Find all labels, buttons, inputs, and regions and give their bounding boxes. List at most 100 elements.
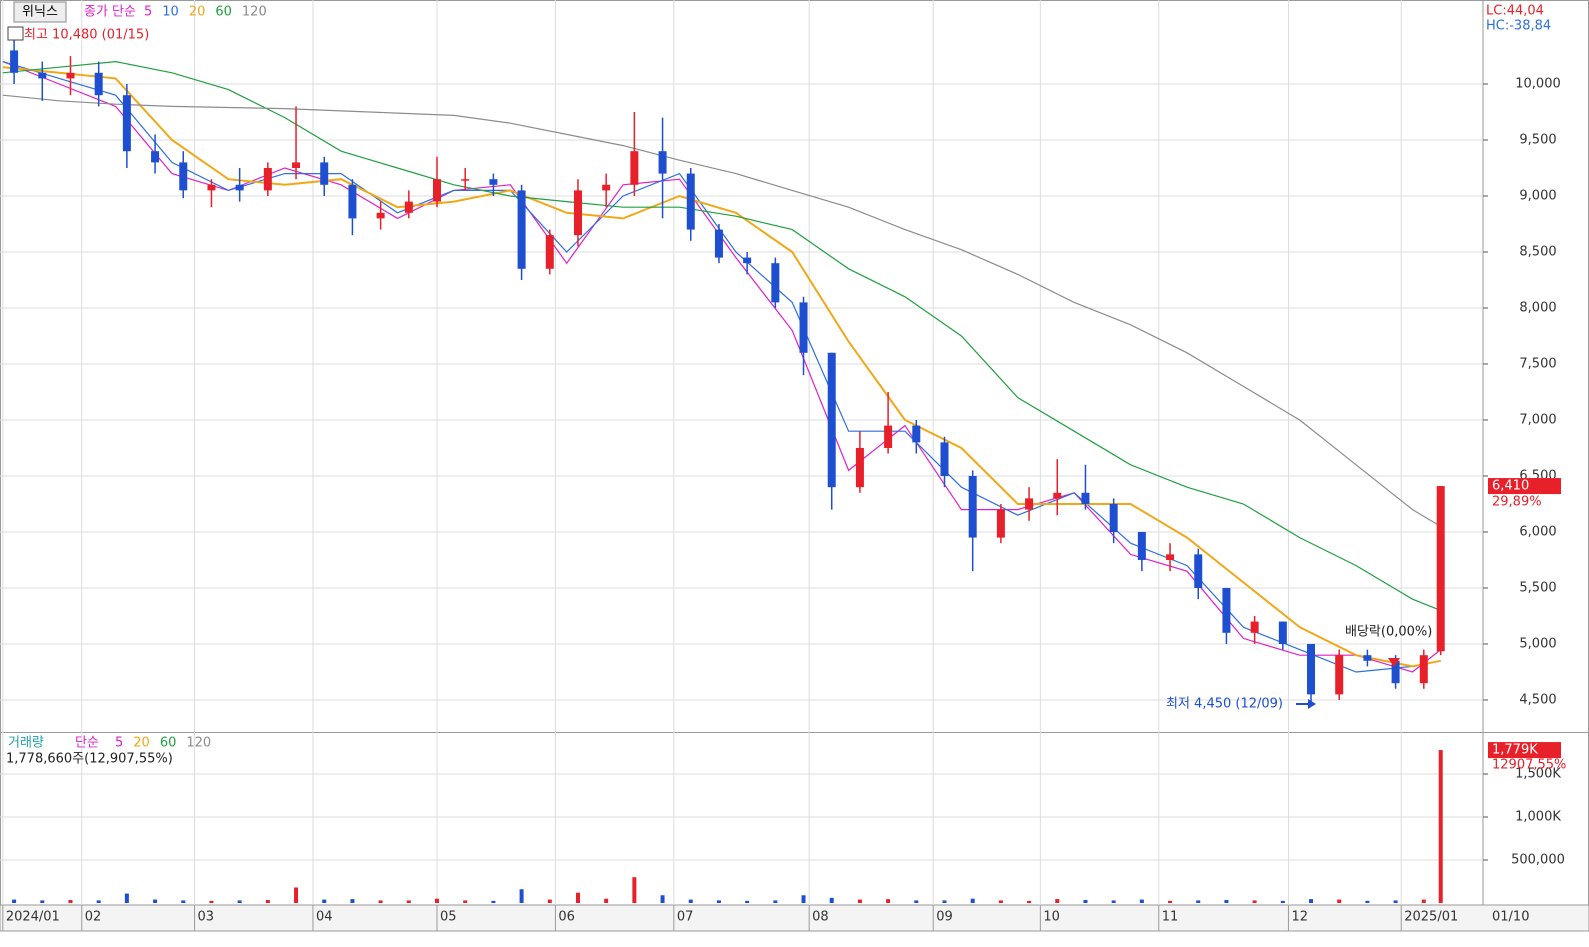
x-tick-label: 11	[1162, 910, 1179, 925]
candle-body	[151, 151, 160, 163]
candle-body	[630, 151, 639, 185]
y-tick-label: 4,500	[1519, 692, 1556, 707]
y-tick-label: 5,500	[1519, 580, 1556, 595]
legend-item: 20	[189, 5, 206, 20]
volume-bar	[1438, 750, 1443, 903]
volume-bar	[1055, 899, 1060, 903]
candle-body	[1335, 655, 1344, 695]
x-tick-label: 04	[316, 910, 333, 925]
hc-label: HC:-38,84	[1486, 19, 1551, 34]
volume-legend-sub: 단순	[75, 736, 99, 751]
candle-body	[545, 235, 554, 269]
candle-body	[292, 162, 301, 168]
candle-body	[743, 257, 752, 264]
candle-body	[179, 162, 188, 191]
candle-body	[1419, 655, 1428, 684]
volume-bar	[1421, 899, 1426, 903]
candle-body	[433, 179, 442, 202]
candle-body	[66, 72, 75, 79]
candle-body	[376, 212, 385, 219]
candle-body	[1250, 621, 1259, 633]
x-tick-label: 06	[558, 910, 575, 925]
ma-line	[2, 66, 1441, 668]
candle-body	[1166, 554, 1175, 560]
volume-legend-item: 20	[133, 736, 150, 751]
volume-bar	[632, 877, 637, 903]
y-tick-label: 6,000	[1519, 524, 1556, 539]
candle-body	[404, 201, 413, 213]
volume-legend-title: 거래량	[8, 736, 44, 751]
candle-body	[94, 72, 103, 96]
low-arrow-head	[1308, 699, 1316, 709]
candle-body	[658, 151, 667, 174]
x-tick-label: 2024/01	[6, 910, 60, 925]
ma-line	[2, 60, 1441, 611]
candle-body	[1109, 503, 1118, 532]
x-tick-label: 09	[936, 910, 953, 925]
volume-bar	[491, 900, 496, 903]
candle-body	[38, 72, 47, 79]
volume-bar	[124, 893, 129, 903]
candle-body	[517, 190, 526, 269]
candle-body	[996, 509, 1005, 538]
candle-body	[573, 190, 582, 236]
volume-bar	[12, 899, 17, 903]
grid	[0, 0, 1488, 931]
volume-bar	[773, 900, 778, 903]
volume-change-label: 12907,55%	[1492, 758, 1566, 773]
x-tick-label: 07	[677, 910, 694, 925]
y-tick-label: 7,500	[1519, 356, 1556, 371]
candle-body	[1194, 554, 1203, 588]
candle-body	[207, 184, 216, 191]
candle-body	[1436, 486, 1445, 652]
high-note: 최고 10,480 (01/15)	[24, 28, 149, 43]
candle-body	[940, 442, 949, 476]
volume-bar	[745, 900, 750, 903]
volume-y-tick-label: 500,000	[1511, 853, 1565, 868]
legend-item: 5	[144, 5, 152, 20]
price-change-label: 29,89%	[1492, 495, 1542, 510]
stock-name[interactable]: 위닉스	[22, 5, 58, 20]
candle-body	[489, 179, 498, 185]
volume-bar	[96, 900, 101, 903]
candle-body	[912, 425, 921, 443]
x-tick-label: 08	[812, 910, 829, 925]
x-tick-label: 02	[85, 910, 102, 925]
volume-bar	[1309, 899, 1314, 903]
volume-bar	[716, 900, 721, 903]
volume-bar	[604, 898, 609, 903]
volume-bar	[1083, 899, 1088, 903]
volume-bar	[914, 900, 919, 903]
volume-bar	[265, 899, 270, 903]
volume-bar	[801, 895, 806, 903]
cursor-date: 01/10	[1492, 910, 1529, 925]
y-tick-label: 9,000	[1519, 188, 1556, 203]
volume-tag	[1488, 742, 1561, 759]
candle-body	[1278, 621, 1287, 644]
volume-legend-item: 60	[160, 736, 177, 751]
candle-body	[686, 173, 695, 230]
volume-legend-item: 5	[115, 736, 123, 751]
lc-label: LC:44,04	[1486, 4, 1544, 19]
y-tick-label: 8,500	[1519, 244, 1556, 259]
volume-bar	[1252, 900, 1257, 903]
volume-bar	[660, 895, 665, 903]
volume-bar	[1139, 899, 1144, 903]
volume-bar	[350, 899, 355, 903]
volume-bar	[1393, 900, 1398, 903]
volume-info: 1,778,660주(12,907,55%)	[6, 752, 173, 767]
candle-body	[827, 352, 836, 488]
volume-y-tick-label: 1,500K	[1515, 767, 1561, 782]
volume-bar	[519, 889, 524, 903]
volume-bar	[68, 899, 73, 903]
candle-body	[348, 184, 357, 219]
candle-body	[320, 162, 329, 185]
stock-button[interactable]	[13, 1, 67, 23]
volume-bar	[688, 899, 693, 903]
candle-body	[1363, 655, 1372, 661]
x-tick-label: 10	[1043, 910, 1060, 925]
volume-bar	[209, 900, 214, 903]
x-tick-label: 12	[1291, 910, 1308, 925]
candle-body	[884, 425, 893, 448]
